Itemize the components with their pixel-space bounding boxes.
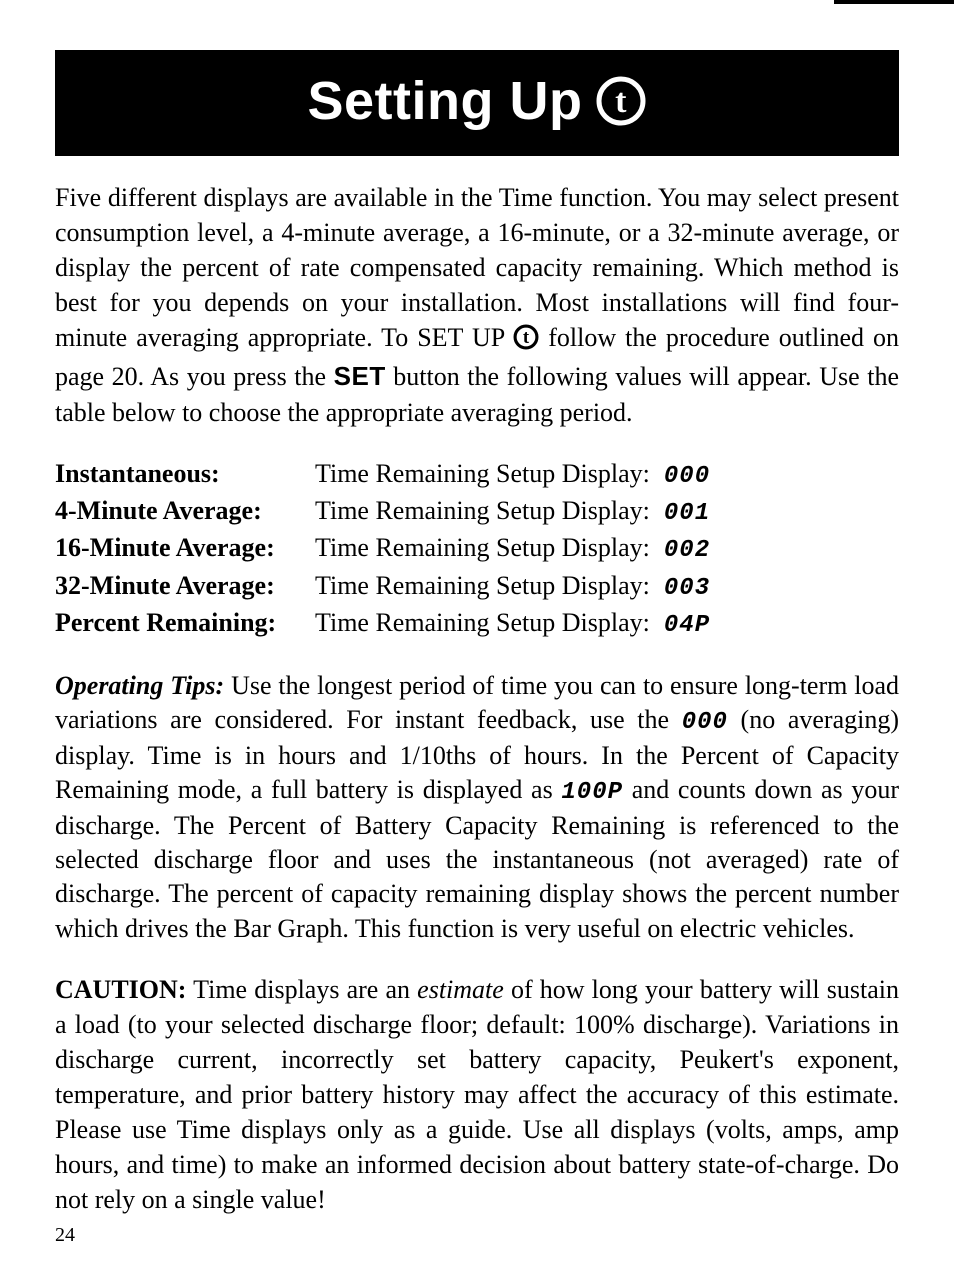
svg-text:t: t bbox=[523, 328, 530, 349]
page-title: Setting Up bbox=[308, 70, 583, 132]
segment-value: 000 bbox=[682, 709, 728, 736]
row-label: 32-Minute Average: bbox=[55, 568, 315, 603]
setup-table: Instantaneous: Time Remaining Setup Disp… bbox=[55, 456, 899, 643]
row-label: 16-Minute Average: bbox=[55, 530, 315, 565]
row-value: 000 bbox=[650, 461, 710, 493]
table-row: 16-Minute Average: Time Remaining Setup … bbox=[55, 530, 899, 567]
row-mid: Time Remaining Setup Display: bbox=[315, 493, 650, 528]
row-mid: Time Remaining Setup Display: bbox=[315, 530, 650, 565]
page-number: 24 bbox=[55, 1224, 75, 1247]
intro-paragraph: Five different displays are available in… bbox=[55, 180, 899, 430]
page: Setting Up t Five different displays are… bbox=[0, 0, 954, 1283]
caution-paragraph: CAUTION: Time displays are an estimate o… bbox=[55, 972, 899, 1218]
row-mid: Time Remaining Setup Display: bbox=[315, 568, 650, 603]
caution-text-2: of how long your battery will sustain a … bbox=[55, 975, 899, 1215]
row-mid: Time Remaining Setup Display: bbox=[315, 605, 650, 640]
set-button-label: SET bbox=[334, 361, 386, 391]
page-title-banner: Setting Up t bbox=[55, 50, 899, 156]
caution-text-1: Time displays are an bbox=[186, 975, 417, 1004]
table-row: 4-Minute Average: Time Remaining Setup D… bbox=[55, 493, 899, 530]
table-row: Percent Remaining: Time Remaining Setup … bbox=[55, 605, 899, 642]
row-value: 001 bbox=[650, 498, 710, 530]
row-label: 4-Minute Average: bbox=[55, 493, 315, 528]
svg-text:t: t bbox=[616, 83, 628, 120]
row-value: 002 bbox=[650, 535, 710, 567]
table-row: 32-Minute Average: Time Remaining Setup … bbox=[55, 568, 899, 605]
operating-tips: Operating Tips: Use the longest period o… bbox=[55, 669, 899, 946]
table-row: Instantaneous: Time Remaining Setup Disp… bbox=[55, 456, 899, 493]
row-mid: Time Remaining Setup Display: bbox=[315, 456, 650, 491]
circled-t-icon: t bbox=[596, 76, 646, 126]
crop-mark bbox=[834, 0, 954, 4]
row-label: Instantaneous: bbox=[55, 456, 315, 491]
segment-value: 100P bbox=[561, 779, 623, 806]
row-value: 04P bbox=[650, 610, 710, 642]
circled-t-icon: t bbox=[513, 324, 539, 359]
row-label: Percent Remaining: bbox=[55, 605, 315, 640]
row-value: 003 bbox=[650, 573, 710, 605]
caution-lead: CAUTION: bbox=[55, 975, 186, 1004]
caution-em: estimate bbox=[417, 975, 504, 1004]
tips-lead: Operating Tips: bbox=[55, 671, 224, 700]
